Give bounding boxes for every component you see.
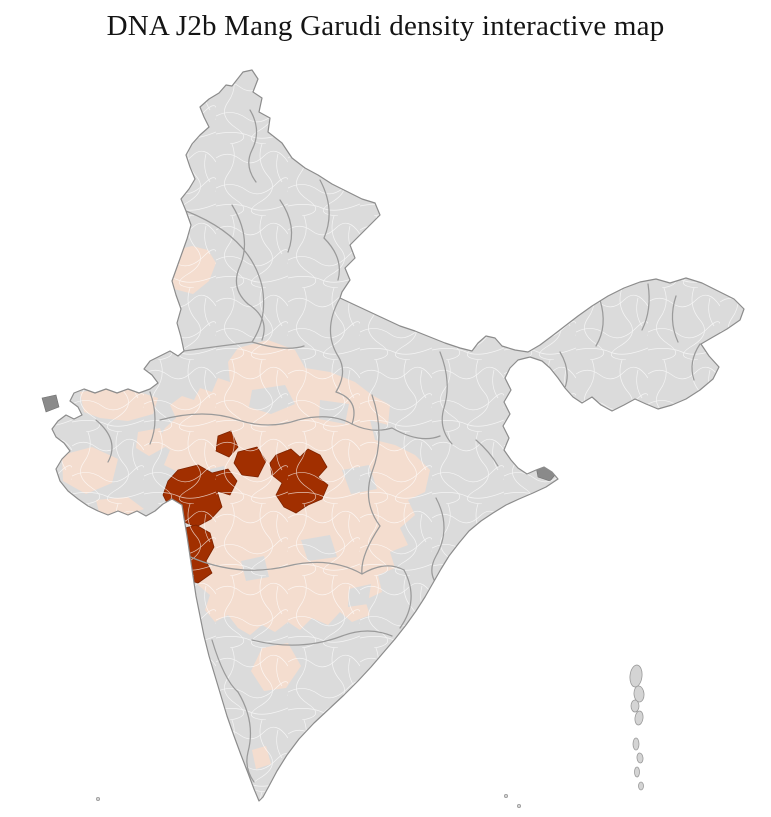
andaman-islands[interactable] — [629, 664, 645, 791]
marked-island-west[interactable] — [41, 394, 60, 413]
small-islets — [96, 794, 522, 809]
state-boundaries — [95, 109, 701, 783]
page-title: DNA J2b Mang Garudi density interactive … — [106, 10, 665, 42]
